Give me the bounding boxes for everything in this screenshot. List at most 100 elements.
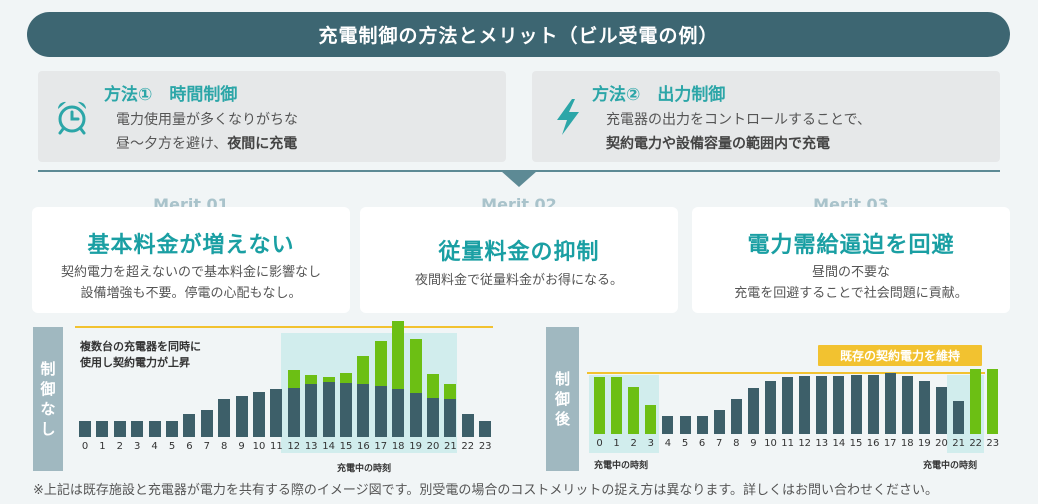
chart-right-bar-base-8 bbox=[730, 399, 742, 434]
chart-left-bar-base-13 bbox=[305, 384, 318, 437]
chart-right-bar-base-21 bbox=[953, 401, 965, 434]
chart-left-bar-base-3 bbox=[131, 421, 144, 437]
chart-left-bar-ev-12 bbox=[287, 370, 300, 388]
chart-right-tick-9: 9 bbox=[750, 438, 757, 449]
chart-right-bar-base-19 bbox=[918, 381, 930, 434]
chart-left-tick-1: 1 bbox=[99, 441, 106, 452]
chart-left-tick-15: 15 bbox=[339, 441, 353, 452]
chart-right-bar-ev-2 bbox=[628, 387, 640, 434]
merit-03-card: 電力需給逼迫を回避 昼間の不要な 充電を回避することで社会問題に貢献。 bbox=[692, 207, 1010, 313]
chart-right-bar-base-9 bbox=[747, 388, 759, 434]
lightning-bolt-icon bbox=[557, 99, 579, 135]
chart-right-bar-ev-0 bbox=[594, 377, 605, 434]
chart-left-bar-ev-16 bbox=[357, 356, 370, 384]
chart-left-tick-17: 17 bbox=[374, 441, 388, 452]
chart-right-tick-17: 17 bbox=[883, 438, 897, 449]
chart-right-tick-14: 14 bbox=[832, 438, 846, 449]
chart-left-tick-9: 9 bbox=[238, 441, 245, 452]
chart-right-bar-base-5 bbox=[679, 416, 691, 434]
method-2-line-1: 充電器の出力をコントロールすることで、 bbox=[606, 112, 872, 128]
chart-left-bar-ev-15 bbox=[340, 373, 352, 383]
chart-right-bar-base-12 bbox=[799, 376, 811, 434]
chart-left-tick-3: 3 bbox=[134, 441, 141, 452]
chart-right-tick-22: 22 bbox=[969, 438, 983, 449]
chart-left-tick-10: 10 bbox=[252, 441, 266, 452]
merit-03-desc-2: 充電を回避することで社会問題に貢献。 bbox=[734, 286, 968, 301]
chart-left-bar-base-16 bbox=[357, 384, 370, 437]
divider-arrow bbox=[501, 171, 537, 187]
chart-left-bar-base-1 bbox=[96, 421, 109, 437]
chart-left-bar-ev-14 bbox=[322, 377, 335, 382]
chart-left-tick-22: 22 bbox=[461, 441, 475, 452]
chart-right-bar-ev-1 bbox=[611, 377, 623, 434]
chart-right-bar-base-18 bbox=[901, 376, 913, 434]
chart-right-bar-base-15 bbox=[850, 375, 862, 434]
chart-right-bar-base-10 bbox=[765, 381, 776, 434]
chart-left-xlabel: 充電中の時刻 bbox=[337, 464, 392, 474]
chart-left-tick-18: 18 bbox=[391, 441, 405, 452]
chart-right-tick-6: 6 bbox=[698, 438, 706, 449]
merit-03-desc-1: 昼間の不要な bbox=[811, 265, 890, 280]
chart-right-bar-base-14 bbox=[833, 376, 845, 434]
chart-left-bar-ev-18 bbox=[392, 321, 405, 389]
chart-left-bar-ev-13 bbox=[305, 375, 318, 384]
chart-left-tick-12: 12 bbox=[287, 441, 301, 452]
chart-right-bar-base-13 bbox=[816, 376, 828, 434]
chart-right-tab: 制御後 bbox=[546, 327, 579, 471]
method-output-control-card: 方法② 出力制御 充電器の出力をコントロールすることで、 契約電力や設備容量の範… bbox=[532, 71, 1000, 162]
chart-right-bar-ev-3 bbox=[645, 405, 657, 434]
method-1-line-2: 昼〜夕方を避け、夜間に充電 bbox=[116, 136, 298, 152]
chart-left-tick-2: 2 bbox=[116, 441, 123, 452]
chart-right-bar-base-17 bbox=[884, 373, 896, 434]
chart-left-tick-14: 14 bbox=[322, 441, 335, 452]
chart-left-bar-base-22 bbox=[461, 414, 474, 437]
chart-left-bar-base-14 bbox=[322, 382, 335, 437]
chart-right-tick-19: 19 bbox=[918, 438, 931, 449]
chart-right-xlabel-right: 充電中の時刻 bbox=[923, 461, 978, 471]
chart-right-tick-10: 10 bbox=[764, 438, 777, 449]
chart-left-tick-20: 20 bbox=[426, 441, 440, 452]
chart-right-xlabel-left: 充電中の時刻 bbox=[594, 461, 649, 471]
chart-left-bar-ev-21 bbox=[444, 384, 457, 399]
chart-right-tick-13: 13 bbox=[815, 438, 829, 449]
chart-left-tick-19: 19 bbox=[409, 441, 422, 452]
chart-right-bar-ev-22 bbox=[970, 369, 982, 434]
footnote: ※上記は既存施設と充電器が電力を共有する際のイメージ図です。別受電の場合のコスト… bbox=[33, 483, 939, 498]
chart-right-tick-23: 23 bbox=[986, 438, 1000, 449]
chart-right-bar-base-16 bbox=[867, 375, 879, 434]
chart-left-tick-0: 0 bbox=[81, 441, 89, 452]
chart-left-tick-4: 4 bbox=[151, 441, 158, 452]
chart-right-bar-ev-23 bbox=[987, 369, 999, 434]
chart-left-tick-11: 11 bbox=[270, 441, 283, 452]
chart-left-bar-base-7 bbox=[200, 410, 213, 437]
merit-01-desc-2: 設備増強も不要。停電の心配もなし。 bbox=[80, 286, 302, 301]
chart-left-annotation: 複数台の充電器を同時に 使用し契約電力が上昇 bbox=[80, 340, 201, 369]
chart-right-tick-8: 8 bbox=[733, 438, 740, 449]
chart-right-tick-4: 4 bbox=[664, 438, 672, 449]
chart-left-bar-ev-19 bbox=[409, 339, 422, 393]
chart-left-bar-base-19 bbox=[409, 393, 422, 437]
chart-left-tick-6: 6 bbox=[186, 441, 193, 452]
chart-right-tick-16: 16 bbox=[866, 438, 880, 449]
merit-02-heading: 従量料金の抑制 bbox=[438, 240, 600, 265]
chart-right-tick-0: 0 bbox=[596, 438, 603, 449]
page-title: 充電制御の方法とメリット（ビル受電の例） bbox=[318, 25, 719, 47]
chart-left-bar-base-12 bbox=[287, 388, 300, 437]
chart-right-tick-7: 7 bbox=[716, 438, 723, 449]
chart-right-bar-base-4 bbox=[662, 416, 674, 434]
chart-left-bar-base-8 bbox=[218, 399, 231, 437]
merit-01-desc-1: 契約電力を超えないので基本料金に影響なし bbox=[60, 265, 321, 280]
chart-left-bar-base-18 bbox=[392, 389, 405, 437]
chart-left-tick-8: 8 bbox=[221, 441, 228, 452]
method-2-title: 方法② 出力制御 bbox=[592, 85, 726, 105]
chart-left-tick-16: 16 bbox=[357, 441, 370, 452]
chart-left-tick-5: 5 bbox=[168, 441, 176, 452]
chart-right-tick-18: 18 bbox=[900, 438, 914, 449]
chart-right-tick-20: 20 bbox=[935, 438, 948, 449]
merit-02-card: 従量料金の抑制 夜間料金で従量料金がお得になる。 bbox=[360, 207, 678, 313]
chart-left-tick-13: 13 bbox=[304, 441, 318, 452]
chart-right-tick-11: 11 bbox=[781, 438, 794, 449]
method-1-title: 方法① 時間制御 bbox=[104, 85, 238, 105]
chart-left-bar-base-2 bbox=[113, 421, 126, 437]
chart-left-contract-line bbox=[75, 326, 493, 328]
